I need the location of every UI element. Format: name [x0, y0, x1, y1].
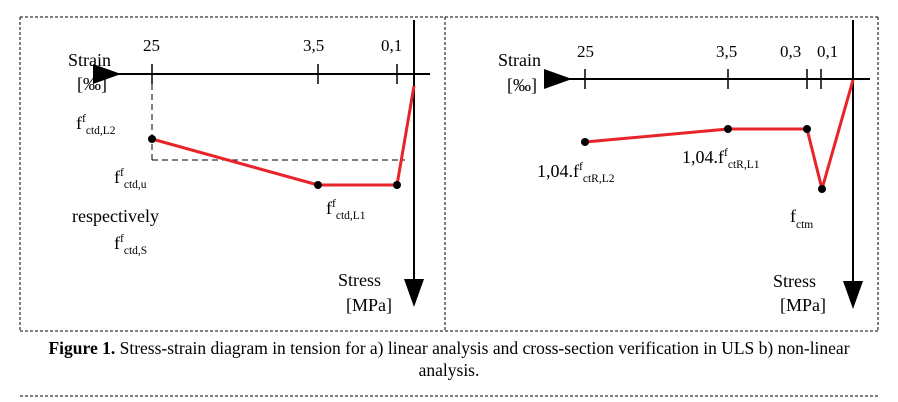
panel-b-point-l1-start [724, 125, 732, 133]
panel-b-stress-label: Stress [773, 271, 816, 291]
panel-a-label-respectively: respectively [72, 206, 159, 226]
panel-a-curve [151, 85, 416, 187]
panel-a-tick-0-1: 0,1 [381, 36, 402, 55]
panel-b: 25 3,5 0,3 0,1 Strain [‰] Stress [MPa] 1… [498, 20, 870, 315]
panel-a-label-u: ffctd,u [114, 167, 147, 191]
panel-a-label-l1: ffctd,L1 [326, 198, 366, 222]
panel-a-tick-25: 25 [143, 36, 160, 55]
panel-a-stress-label: Stress [338, 270, 381, 290]
panel-a-point-l1-start [314, 181, 322, 189]
panel-b-tick-25: 25 [577, 42, 594, 61]
panel-b-label-l2: 1,04.ffctR,L2 [537, 161, 615, 185]
panel-a-tick-3-5: 3,5 [303, 36, 324, 55]
panel-b-point-l1-end [803, 125, 811, 133]
panel-a-label-l2: ffctd,L2 [76, 113, 116, 137]
caption-text: Stress-strain diagram in tension for a) … [115, 338, 850, 380]
panel-b-tick-3-5: 3,5 [716, 42, 737, 61]
panel-b-label-ctm: fctm [790, 206, 813, 231]
panel-a-point-l2 [148, 135, 156, 143]
panel-a-strain-label: Strain [68, 50, 111, 70]
panel-b-tick-0-1: 0,1 [817, 42, 838, 61]
panel-b-point-l2 [581, 138, 589, 146]
figure-frame [19, 16, 879, 397]
panel-a: 25 3,5 0,1 Strain [‰] Stress [MPa] ffctd… [68, 20, 430, 315]
panel-a-strain-unit: [‰] [77, 74, 107, 94]
panel-b-stress-unit: [MPa] [780, 295, 826, 315]
panel-a-label-s: ffctd,S [114, 233, 147, 257]
panel-a-point-l1-end [393, 181, 401, 189]
panel-b-strain-unit: [‰] [507, 75, 537, 95]
panel-b-strain-label: Strain [498, 50, 541, 70]
panel-b-point-ctm [818, 185, 826, 193]
caption-figure-number: Figure 1. [48, 338, 116, 358]
figure-caption: Figure 1. Stress-strain diagram in tensi… [20, 337, 878, 381]
panel-a-reference-lines [151, 74, 405, 161]
panel-b-label-l1: 1,04.ffctR,L1 [682, 147, 760, 171]
panel-b-curve [584, 79, 855, 191]
panel-a-stress-unit: [MPa] [346, 295, 392, 315]
panel-b-tick-0-3: 0,3 [780, 42, 801, 61]
